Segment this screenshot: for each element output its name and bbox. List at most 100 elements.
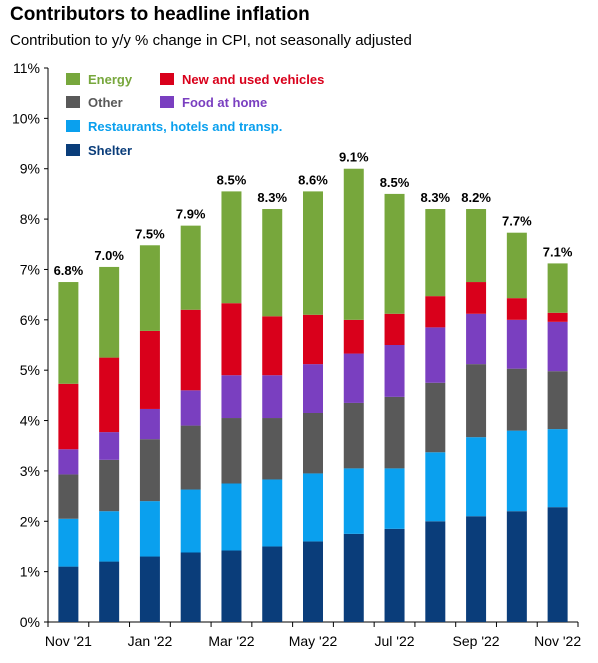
bar-total-label: 8.6% xyxy=(298,172,328,187)
legend-swatch xyxy=(66,73,80,85)
bar-segment-new-and-used-vehicles xyxy=(303,314,323,365)
bar-segment-new-and-used-vehicles xyxy=(547,312,568,322)
bar-segment-other xyxy=(547,371,568,430)
bar-segment-other xyxy=(262,418,283,480)
bar-segment-other xyxy=(58,474,79,519)
bar-segment-other xyxy=(384,396,405,469)
bar-segment-restaurants-hotels-and-transp xyxy=(99,511,120,562)
chart-legend: Energy New and used vehicles Other Food at … xyxy=(66,72,324,158)
bar-segment-food-at-home xyxy=(139,408,160,440)
bar-segment-shelter xyxy=(99,561,120,622)
bar-segment-other xyxy=(180,425,201,490)
bar-segment-restaurants-hotels-and-transp xyxy=(425,452,446,522)
bar-segment-food-at-home xyxy=(221,375,242,419)
bar-total-label: 7.5% xyxy=(135,226,165,241)
bar-total-label: 7.7% xyxy=(502,214,532,229)
legend-swatch xyxy=(66,120,80,132)
bar-segment-restaurants-hotels-and-transp xyxy=(466,437,487,517)
bar-segment-other xyxy=(425,382,446,453)
bar-segment-restaurants-hotels-and-transp xyxy=(221,483,242,551)
bar-segment-energy xyxy=(139,245,160,331)
bar-segment-shelter xyxy=(425,521,446,622)
x-tick-label: Nov '21 xyxy=(45,633,92,649)
bar-segment-food-at-home xyxy=(99,432,120,460)
legend-label: New and used vehicles xyxy=(182,72,324,87)
bar-segment-other xyxy=(466,364,487,438)
bar-segment-other xyxy=(139,439,160,502)
bar-segment-new-and-used-vehicles xyxy=(425,296,446,328)
bar-segment-new-and-used-vehicles xyxy=(99,357,120,433)
y-tick-label: 9% xyxy=(20,161,40,177)
bar-segment-restaurants-hotels-and-transp xyxy=(343,468,364,534)
y-tick-label: 2% xyxy=(20,513,40,529)
legend-swatch xyxy=(66,144,80,156)
legend-label: Food at home xyxy=(182,95,267,110)
bar-segment-restaurants-hotels-and-transp xyxy=(262,479,283,547)
bar-segment-restaurants-hotels-and-transp xyxy=(303,473,323,542)
bar-segment-new-and-used-vehicles xyxy=(384,313,405,345)
bar-segment-food-at-home xyxy=(466,313,487,365)
bar-segment-food-at-home xyxy=(506,319,527,369)
y-tick-label: 3% xyxy=(20,463,40,479)
bar-segment-energy xyxy=(221,191,242,304)
bar-total-label: 7.1% xyxy=(543,244,573,259)
bar-segment-energy xyxy=(384,193,405,314)
bar-total-label: 8.2% xyxy=(461,190,491,205)
bar-segment-restaurants-hotels-and-transp xyxy=(506,430,527,512)
bar-segment-new-and-used-vehicles xyxy=(343,319,364,354)
chart-title: Contributors to headline inflation xyxy=(10,4,310,25)
bar-segment-restaurants-hotels-and-transp xyxy=(384,468,405,529)
bar-segment-food-at-home xyxy=(303,364,323,413)
legend-label: Other xyxy=(88,95,123,110)
bar-segment-food-at-home xyxy=(343,353,364,403)
bar-segment-new-and-used-vehicles xyxy=(139,330,160,409)
legend-label: Restaurants, hotels and transp. xyxy=(88,119,282,134)
legend-swatch xyxy=(66,96,80,108)
bar-segment-new-and-used-vehicles xyxy=(221,303,242,376)
bar-segment-energy xyxy=(425,209,446,297)
y-tick-label: 10% xyxy=(12,110,40,126)
bar-total-label: 8.5% xyxy=(380,175,410,190)
bar-segment-energy xyxy=(303,191,323,315)
y-tick-label: 8% xyxy=(20,211,40,227)
y-tick-label: 6% xyxy=(20,312,40,328)
chart-bars xyxy=(58,168,568,622)
bar-total-label: 7.9% xyxy=(176,207,206,222)
chart-data-labels: 6.8% 7.0% 7.5% 7.9% 8.5% 8.3% 8.6% 9.1% 8.5% 8.3%… xyxy=(54,150,573,278)
bar-segment-new-and-used-vehicles xyxy=(506,298,527,320)
bar-segment-food-at-home xyxy=(547,321,568,372)
y-tick-label: 0% xyxy=(20,614,40,630)
bar-total-label: 8.3% xyxy=(257,190,287,205)
bar-segment-shelter xyxy=(343,533,364,622)
x-tick-label: Jan '22 xyxy=(128,633,173,649)
bar-segment-new-and-used-vehicles xyxy=(58,383,79,450)
bar-segment-shelter xyxy=(466,516,487,622)
bar-total-label: 9.1% xyxy=(339,150,369,165)
bar-segment-shelter xyxy=(303,541,323,622)
legend-swatch xyxy=(160,96,174,108)
bar-total-label: 8.3% xyxy=(420,190,450,205)
bar-segment-energy xyxy=(466,209,487,283)
bar-segment-shelter xyxy=(384,528,405,622)
bar-segment-other xyxy=(221,418,242,484)
bar-total-label: 7.0% xyxy=(94,248,124,263)
bar-segment-restaurants-hotels-and-transp xyxy=(180,489,201,553)
x-tick-label: Jul '22 xyxy=(375,633,415,649)
bar-segment-new-and-used-vehicles xyxy=(180,309,201,391)
bar-segment-shelter xyxy=(547,507,568,622)
bar-segment-food-at-home xyxy=(384,345,405,397)
bar-segment-shelter xyxy=(180,552,201,622)
x-tick-label: Nov '22 xyxy=(534,633,581,649)
x-tick-label: Sep '22 xyxy=(453,633,500,649)
y-tick-label: 1% xyxy=(20,564,40,580)
legend-label: Shelter xyxy=(88,143,132,158)
bar-total-label: 8.5% xyxy=(217,172,247,187)
bar-segment-energy xyxy=(99,266,120,358)
bar-segment-energy xyxy=(343,168,364,320)
bar-segment-shelter xyxy=(139,556,160,622)
bar-segment-shelter xyxy=(506,511,527,622)
y-tick-label: 7% xyxy=(20,261,40,277)
bar-segment-shelter xyxy=(262,546,283,622)
bar-segment-new-and-used-vehicles xyxy=(466,282,487,314)
chart-subtitle: Contribution to y/y % change in CPI, not… xyxy=(10,32,412,49)
